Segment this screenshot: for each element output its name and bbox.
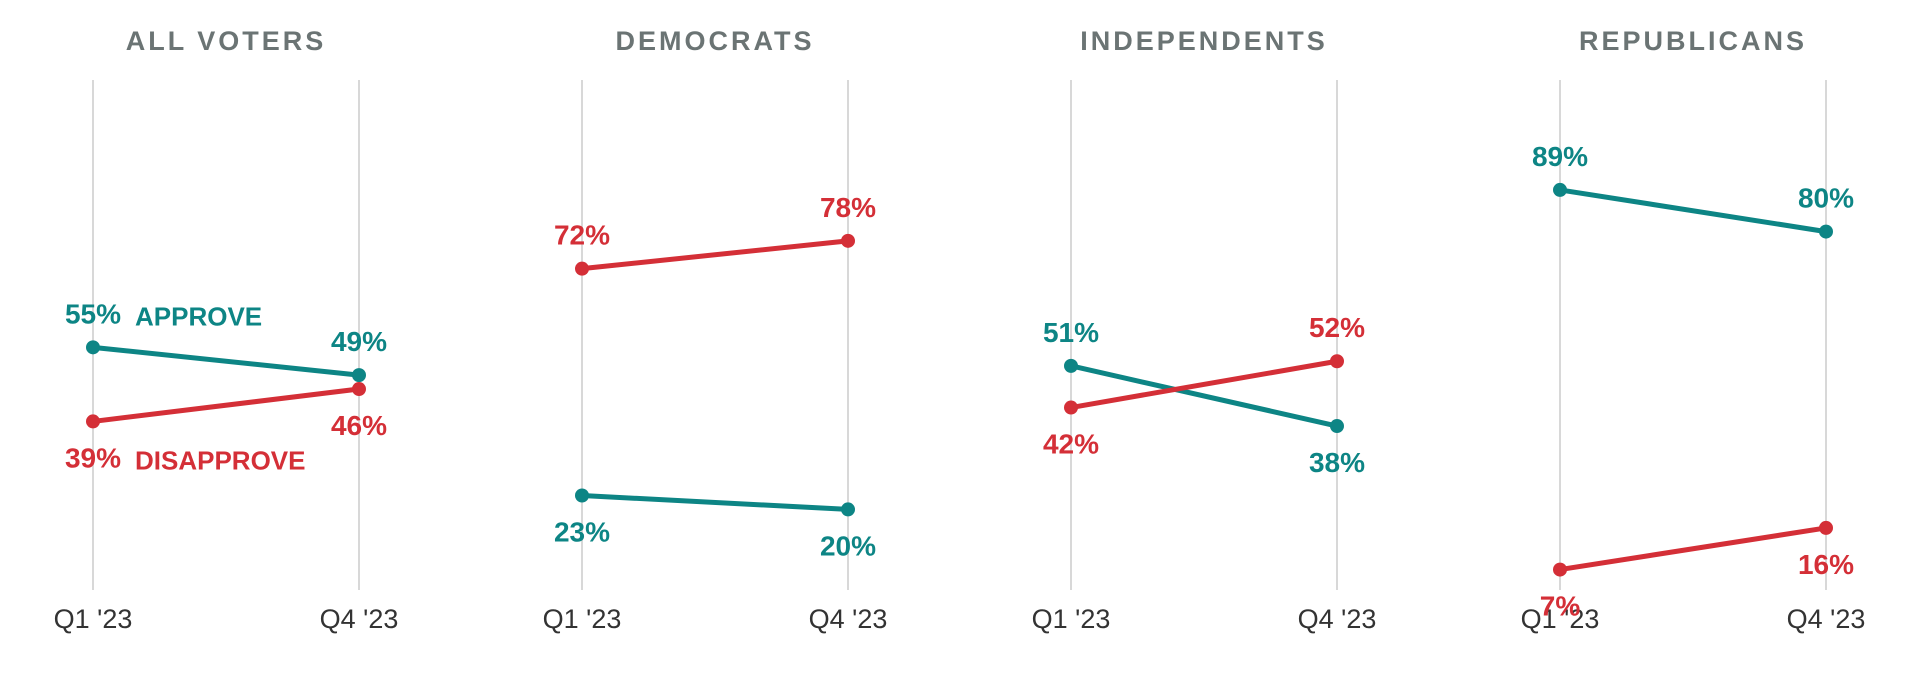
data-point — [841, 233, 855, 248]
series-line — [1068, 358, 1340, 411]
x-tick-label: Q4 '23 — [320, 604, 399, 634]
panel-title: ALL VOTERS — [126, 26, 327, 56]
data-point — [575, 261, 589, 276]
data-label: 72% — [554, 220, 610, 251]
x-tick-label: Q1 '23 — [1521, 604, 1600, 634]
x-tick-label: Q1 '23 — [1032, 604, 1111, 634]
x-tick-label: Q4 '23 — [1787, 604, 1866, 634]
data-label: 16% — [1798, 549, 1854, 580]
x-tick-label: Q4 '23 — [1298, 604, 1377, 634]
data-point — [1330, 419, 1344, 434]
data-point — [1819, 520, 1833, 535]
series-line — [1068, 363, 1340, 429]
data-label: 55% — [65, 298, 121, 329]
x-tick-label: Q1 '23 — [543, 604, 622, 634]
data-point — [841, 502, 855, 517]
data-label: 23% — [554, 517, 610, 548]
panel-title: INDEPENDENTS — [1080, 26, 1328, 56]
data-label: 20% — [820, 530, 876, 561]
data-label: 49% — [331, 326, 387, 357]
panel-1: DEMOCRATS Q1 '23 Q4 '23 23% 20% 72% 78% — [543, 26, 888, 634]
data-label: 78% — [820, 192, 876, 223]
panel-2: INDEPENDENTS Q1 '23 Q4 '23 51% 38% 42% 52% — [1032, 26, 1377, 634]
series-line — [90, 386, 362, 424]
data-point — [86, 340, 100, 355]
data-label: 46% — [331, 410, 387, 441]
data-point — [1553, 562, 1567, 577]
data-label: 42% — [1043, 429, 1099, 460]
data-label: 52% — [1309, 312, 1365, 343]
x-tick-label: Q1 '23 — [54, 604, 133, 634]
panel-0: ALL VOTERS Q1 '23 Q4 '23 55% APPROVE 49% 39% DI… — [54, 26, 399, 634]
series-name-label: DISAPPROVE — [135, 445, 306, 475]
data-label: 7% — [1540, 591, 1581, 622]
data-label: 80% — [1798, 183, 1854, 214]
data-label: 51% — [1043, 317, 1099, 348]
series-line — [579, 493, 851, 512]
series-line — [579, 238, 851, 272]
series-name-label: APPROVE — [135, 301, 262, 331]
series-line — [1557, 187, 1829, 235]
data-point — [1553, 182, 1567, 197]
data-label: 38% — [1309, 447, 1365, 478]
data-label: 39% — [65, 442, 121, 473]
data-point — [1064, 358, 1078, 373]
data-point — [352, 368, 366, 383]
data-point — [1819, 224, 1833, 239]
series-line — [90, 344, 362, 378]
panel-title: REPUBLICANS — [1579, 26, 1807, 56]
data-point — [352, 382, 366, 397]
data-point — [1330, 354, 1344, 369]
x-tick-label: Q4 '23 — [809, 604, 888, 634]
data-label: 89% — [1532, 141, 1588, 172]
panel-3: REPUBLICANS Q1 '23 Q4 '23 89% 80% 7% 16% — [1521, 26, 1866, 634]
series-line — [1557, 525, 1829, 573]
data-point — [575, 488, 589, 503]
data-point — [1064, 400, 1078, 415]
data-point — [86, 414, 100, 429]
panel-title: DEMOCRATS — [616, 26, 815, 56]
